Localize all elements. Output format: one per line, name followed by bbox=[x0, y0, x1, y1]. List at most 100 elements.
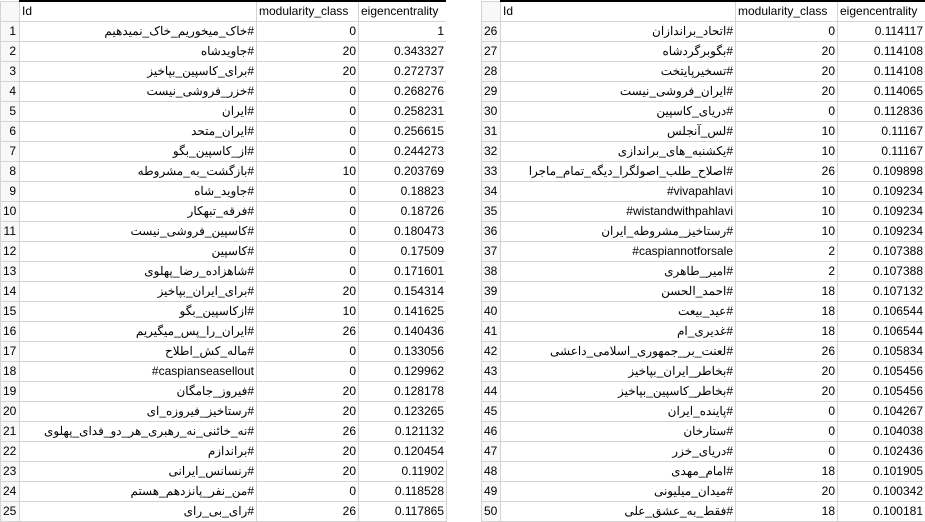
modularity-class-cell[interactable]: 10 bbox=[736, 221, 838, 241]
row-number-cell[interactable]: 12 bbox=[1, 241, 20, 261]
header-modularity-class[interactable]: modularity_class bbox=[257, 1, 359, 21]
row-number-cell[interactable]: 32 bbox=[482, 141, 501, 161]
eigencentrality-cell[interactable]: 0.118528 bbox=[359, 481, 447, 501]
row-number-cell[interactable]: 19 bbox=[1, 381, 20, 401]
corner-cell[interactable] bbox=[1, 1, 20, 21]
eigencentrality-cell[interactable]: 0.106544 bbox=[838, 321, 925, 341]
hashtag-id-cell[interactable]: #ماله_کش_اطلاح bbox=[20, 341, 257, 361]
row-number-cell[interactable]: 42 bbox=[482, 341, 501, 361]
hashtag-id-cell[interactable]: #برای_ایران_بپاخیز bbox=[20, 281, 257, 301]
eigencentrality-cell[interactable]: 0.104038 bbox=[838, 421, 925, 441]
modularity-class-cell[interactable]: 0 bbox=[257, 221, 359, 241]
eigencentrality-cell[interactable]: 0.117865 bbox=[359, 501, 447, 521]
modularity-class-cell[interactable]: 0 bbox=[736, 401, 838, 421]
row-number-cell[interactable]: 50 bbox=[482, 501, 501, 521]
row-number-cell[interactable]: 14 bbox=[1, 281, 20, 301]
eigencentrality-cell[interactable]: 0.133056 bbox=[359, 341, 447, 361]
modularity-class-cell[interactable]: 0 bbox=[736, 441, 838, 461]
eigencentrality-cell[interactable]: 0.109898 bbox=[838, 161, 925, 181]
eigencentrality-cell[interactable]: 0.17509 bbox=[359, 241, 447, 261]
row-number-cell[interactable]: 39 bbox=[482, 281, 501, 301]
row-number-cell[interactable]: 35 bbox=[482, 201, 501, 221]
hashtag-id-cell[interactable]: #دریای_خزر bbox=[501, 441, 736, 461]
header-eigencentrality[interactable]: eigencentrality bbox=[359, 1, 447, 21]
eigencentrality-cell[interactable]: 0.268276 bbox=[359, 81, 447, 101]
modularity-class-cell[interactable]: 26 bbox=[736, 341, 838, 361]
modularity-class-cell[interactable]: 20 bbox=[257, 461, 359, 481]
hashtag-id-cell[interactable]: #ستارخان bbox=[501, 421, 736, 441]
modularity-class-cell[interactable]: 0 bbox=[257, 81, 359, 101]
row-number-cell[interactable]: 49 bbox=[482, 481, 501, 501]
modularity-class-cell[interactable]: 0 bbox=[736, 101, 838, 121]
eigencentrality-cell[interactable]: 0.18726 bbox=[359, 201, 447, 221]
row-number-cell[interactable]: 40 bbox=[482, 301, 501, 321]
corner-cell[interactable] bbox=[482, 1, 501, 21]
row-number-cell[interactable]: 2 bbox=[1, 41, 20, 61]
row-number-cell[interactable]: 48 bbox=[482, 461, 501, 481]
header-modularity-class[interactable]: modularity_class bbox=[736, 1, 838, 21]
hashtag-id-cell[interactable]: #تسخیرپایتخت bbox=[501, 61, 736, 81]
row-number-cell[interactable]: 27 bbox=[482, 41, 501, 61]
eigencentrality-cell[interactable]: 0.11167 bbox=[838, 141, 925, 161]
modularity-class-cell[interactable]: 0 bbox=[257, 261, 359, 281]
row-number-cell[interactable]: 45 bbox=[482, 401, 501, 421]
modularity-class-cell[interactable]: 20 bbox=[736, 381, 838, 401]
modularity-class-cell[interactable]: 20 bbox=[257, 381, 359, 401]
hashtag-id-cell[interactable]: #جاوید_شاه bbox=[20, 181, 257, 201]
eigencentrality-cell[interactable]: 0.120454 bbox=[359, 441, 447, 461]
eigencentrality-cell[interactable]: 0.112836 bbox=[838, 101, 925, 121]
row-number-cell[interactable]: 1 bbox=[1, 21, 20, 41]
modularity-class-cell[interactable]: 20 bbox=[257, 41, 359, 61]
modularity-class-cell[interactable]: 20 bbox=[736, 481, 838, 501]
eigencentrality-cell[interactable]: 0.114108 bbox=[838, 41, 925, 61]
hashtag-id-cell[interactable]: #لعنت_بر_جمهوری_اسلامی_داعشی bbox=[501, 341, 736, 361]
modularity-class-cell[interactable]: 20 bbox=[736, 81, 838, 101]
hashtag-id-cell[interactable]: #ایران_متحد bbox=[20, 121, 257, 141]
modularity-class-cell[interactable]: 10 bbox=[736, 201, 838, 221]
hashtag-id-cell[interactable]: #ایران bbox=[20, 101, 257, 121]
hashtag-id-cell[interactable]: #vivapahlavi bbox=[501, 181, 736, 201]
hashtag-id-cell[interactable]: #عید_بیعت bbox=[501, 301, 736, 321]
hashtag-id-cell[interactable]: #اتحاد_براندازان bbox=[501, 21, 736, 41]
hashtag-id-cell[interactable]: #غدیری_ام bbox=[501, 321, 736, 341]
eigencentrality-cell[interactable]: 0.109234 bbox=[838, 181, 925, 201]
eigencentrality-cell[interactable]: 0.114065 bbox=[838, 81, 925, 101]
row-number-cell[interactable]: 43 bbox=[482, 361, 501, 381]
row-number-cell[interactable]: 15 bbox=[1, 301, 20, 321]
hashtag-id-cell[interactable]: #ایران_فروشی_نیست bbox=[501, 81, 736, 101]
row-number-cell[interactable]: 47 bbox=[482, 441, 501, 461]
row-number-cell[interactable]: 26 bbox=[482, 21, 501, 41]
eigencentrality-cell[interactable]: 0.256615 bbox=[359, 121, 447, 141]
modularity-class-cell[interactable]: 0 bbox=[257, 241, 359, 261]
modularity-class-cell[interactable]: 0 bbox=[257, 341, 359, 361]
eigencentrality-cell[interactable]: 0.107132 bbox=[838, 281, 925, 301]
eigencentrality-cell[interactable]: 0.106544 bbox=[838, 301, 925, 321]
eigencentrality-cell[interactable]: 0.171601 bbox=[359, 261, 447, 281]
modularity-class-cell[interactable]: 20 bbox=[257, 61, 359, 81]
hashtag-id-cell[interactable]: #رای_بی_رای bbox=[20, 501, 257, 521]
hashtag-id-cell[interactable]: #بخاطر_ایران_بپاخیز bbox=[501, 361, 736, 381]
row-number-cell[interactable]: 10 bbox=[1, 201, 20, 221]
eigencentrality-cell[interactable]: 0.114117 bbox=[838, 21, 925, 41]
eigencentrality-cell[interactable]: 0.258231 bbox=[359, 101, 447, 121]
eigencentrality-cell[interactable]: 0.203769 bbox=[359, 161, 447, 181]
modularity-class-cell[interactable]: 20 bbox=[257, 441, 359, 461]
row-number-cell[interactable]: 16 bbox=[1, 321, 20, 341]
hashtag-id-cell[interactable]: #فرقه_تبهکار bbox=[20, 201, 257, 221]
eigencentrality-cell[interactable]: 0.107388 bbox=[838, 241, 925, 261]
row-number-cell[interactable]: 33 bbox=[482, 161, 501, 181]
eigencentrality-cell[interactable]: 0.107388 bbox=[838, 261, 925, 281]
row-number-cell[interactable]: 8 bbox=[1, 161, 20, 181]
eigencentrality-cell[interactable]: 1 bbox=[359, 21, 447, 41]
eigencentrality-cell[interactable]: 0.102436 bbox=[838, 441, 925, 461]
modularity-class-cell[interactable]: 0 bbox=[257, 201, 359, 221]
modularity-class-cell[interactable]: 0 bbox=[257, 21, 359, 41]
row-number-cell[interactable]: 4 bbox=[1, 81, 20, 101]
hashtag-id-cell[interactable]: #من_نفر_پانزدهم_هستم bbox=[20, 481, 257, 501]
hashtag-id-cell[interactable]: #امام_مهدی bbox=[501, 461, 736, 481]
modularity-class-cell[interactable]: 26 bbox=[257, 421, 359, 441]
modularity-class-cell[interactable]: 2 bbox=[736, 241, 838, 261]
hashtag-id-cell[interactable]: #از_کاسپین_بگو bbox=[20, 141, 257, 161]
eigencentrality-cell[interactable]: 0.154314 bbox=[359, 281, 447, 301]
header-id[interactable]: Id bbox=[20, 1, 257, 21]
